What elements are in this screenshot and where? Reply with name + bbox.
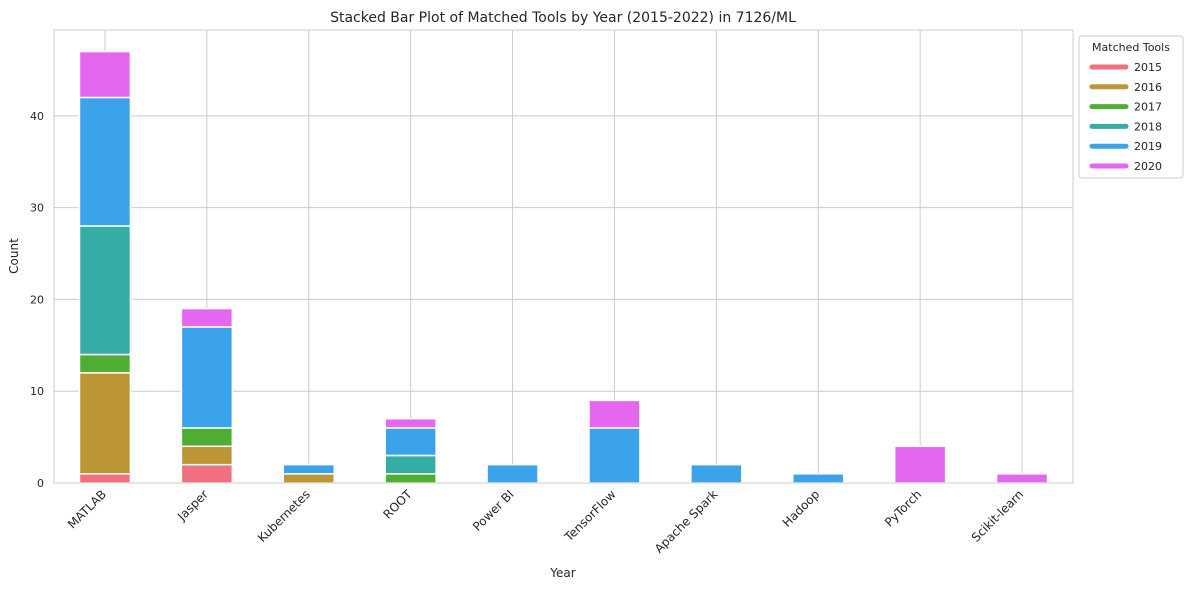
bar-segment <box>384 454 437 475</box>
x-tick-label: PyTorch <box>882 487 924 529</box>
x-tick-label: Jasper <box>174 487 211 524</box>
x-axis-label: Year <box>549 566 575 580</box>
bar-segment <box>78 353 132 374</box>
bar-segment <box>78 50 132 99</box>
y-tick-label: 0 <box>37 477 44 490</box>
x-axis-ticks: MATLAB Jasper Kubernetes ROOT Power BI Tensor… <box>65 487 1026 556</box>
bar-segment <box>78 96 132 227</box>
x-tick-label: Hadoop <box>780 487 823 530</box>
x-tick-label: MATLAB <box>65 487 109 531</box>
bar-segment <box>384 473 437 484</box>
x-tick-label: Scikit-learn <box>969 487 1026 544</box>
x-tick-label: Kubernetes <box>255 487 313 545</box>
legend-label: 2015 <box>1134 61 1162 74</box>
y-axis-label: Count <box>7 238 21 274</box>
chart-title: Stacked Bar Plot of Matched Tools by Yea… <box>330 10 796 26</box>
x-tick-label: Power BI <box>470 487 517 534</box>
plot-area-frame <box>53 29 1074 484</box>
bar-segment <box>588 399 641 429</box>
bar-segment <box>180 427 234 448</box>
y-tick-label: 20 <box>30 293 44 306</box>
bar-segment <box>893 445 947 484</box>
bar-segment <box>792 473 845 484</box>
bar-segment <box>995 473 1049 484</box>
bar-segment <box>78 225 132 356</box>
y-tick-label: 10 <box>30 385 44 398</box>
legend-label: 2018 <box>1134 120 1162 133</box>
bar-segment <box>588 427 641 484</box>
bar-segment <box>486 463 539 484</box>
bar-segment <box>282 473 335 484</box>
bar-segment <box>180 307 234 328</box>
x-tick-label: ROOT <box>380 487 415 522</box>
bar-segment <box>78 372 132 475</box>
legend-label: 2016 <box>1134 81 1162 94</box>
legend-items: 2015 2016 2017 2018 2019 2020 <box>1089 61 1162 173</box>
legend-label: 2017 <box>1134 101 1162 114</box>
bar-segment <box>180 445 234 466</box>
bar-segment <box>384 427 437 457</box>
x-tick-label: TensorFlow <box>561 487 619 545</box>
x-tick-label: Apache Spark <box>652 487 721 556</box>
legend-label: 2019 <box>1134 140 1162 153</box>
legend-title: Matched Tools <box>1092 41 1170 54</box>
legend-label: 2020 <box>1134 160 1162 173</box>
legend-box <box>1078 35 1184 179</box>
bar-segment <box>180 326 234 429</box>
bar-segment <box>282 463 335 475</box>
legend: Matched Tools 2015 2016 2017 2018 2019 2020 <box>1078 35 1184 179</box>
bars <box>78 50 1049 484</box>
bar-segment <box>180 463 234 484</box>
y-axis-ticks: 0 10 20 30 40 <box>30 110 44 490</box>
bar-segment <box>78 473 132 484</box>
bar-segment <box>690 463 743 484</box>
y-tick-label: 40 <box>30 110 44 123</box>
y-tick-label: 30 <box>30 202 44 215</box>
bar-segment <box>384 417 437 429</box>
